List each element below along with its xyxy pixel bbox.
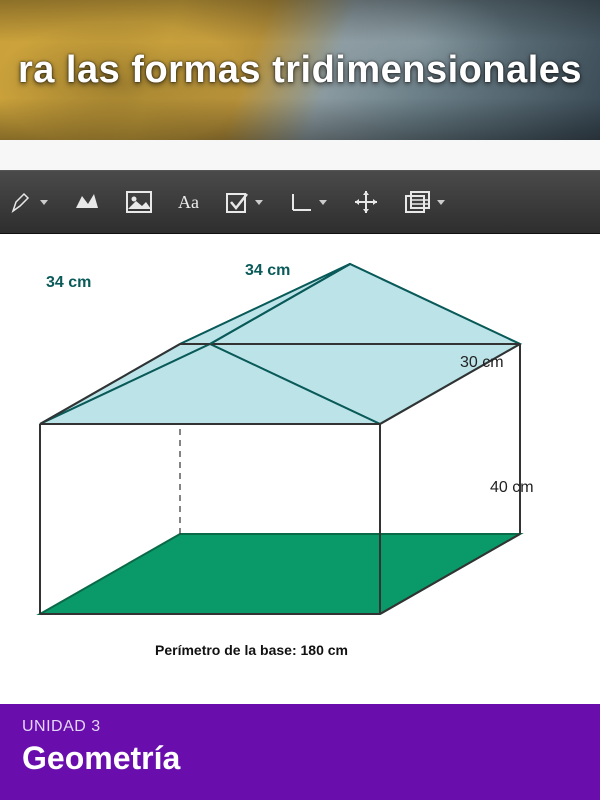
library-icon xyxy=(405,191,431,213)
checkbox-tool[interactable] xyxy=(225,190,263,214)
move-icon xyxy=(353,189,379,215)
spacer xyxy=(0,140,600,170)
text-tool[interactable]: Aa xyxy=(178,192,199,213)
pencil-icon xyxy=(10,190,34,214)
editor-toolbar: Aa xyxy=(0,170,600,234)
unit-label: UNIDAD 3 xyxy=(22,718,578,736)
pencil-tool[interactable] xyxy=(10,190,48,214)
lesson-footer: UNIDAD 3 Geometría xyxy=(0,704,600,800)
whiteboard-canvas[interactable]: 34 cm 34 cm 30 cm 40 cm Perímetro de la … xyxy=(0,234,600,704)
lesson-hero-banner: ra las formas tridimensionales xyxy=(0,0,600,140)
checkbox-icon xyxy=(225,190,249,214)
dropdown-caret-icon xyxy=(255,200,263,205)
angle-icon xyxy=(289,190,313,214)
shape-tool[interactable] xyxy=(74,192,100,212)
dropdown-caret-icon xyxy=(40,200,48,205)
move-tool[interactable] xyxy=(353,189,379,215)
shape-icon xyxy=(74,192,100,212)
base-perimeter-caption: Perímetro de la base: 180 cm xyxy=(155,642,348,658)
roof-right-label: 34 cm xyxy=(245,262,290,280)
image-icon xyxy=(126,191,152,213)
image-tool[interactable] xyxy=(126,191,152,213)
roof-left-label: 34 cm xyxy=(46,274,91,292)
prism-diagram xyxy=(0,234,560,664)
dropdown-caret-icon xyxy=(319,200,327,205)
text-icon: Aa xyxy=(178,192,199,213)
dropdown-caret-icon xyxy=(437,200,445,205)
unit-title: Geometría xyxy=(22,740,578,777)
depth-label: 30 cm xyxy=(460,354,504,372)
lesson-title: ra las formas tridimensionales xyxy=(18,49,582,92)
library-tool[interactable] xyxy=(405,191,445,213)
height-label: 40 cm xyxy=(490,479,534,497)
angle-tool[interactable] xyxy=(289,190,327,214)
